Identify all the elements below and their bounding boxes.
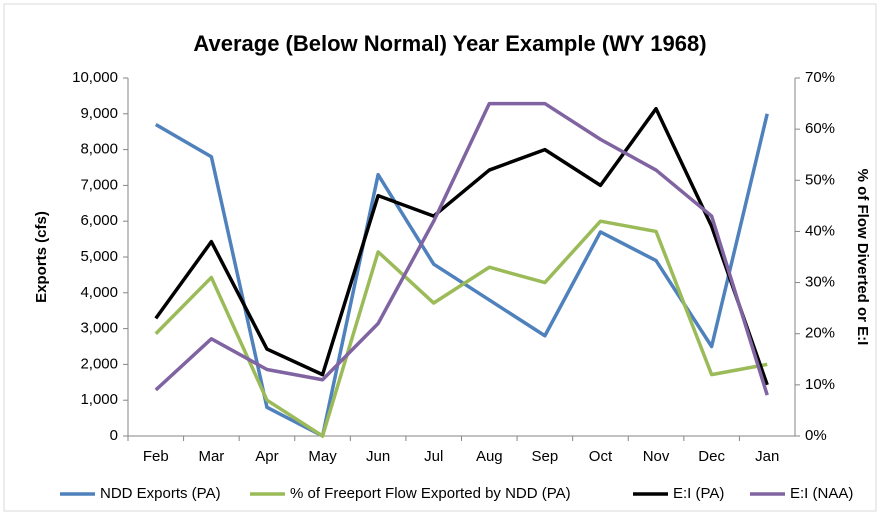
y2-tick-label: 50% [805, 171, 835, 188]
x-tick-label: May [308, 448, 337, 465]
x-tick-label: Jul [424, 448, 443, 465]
x-tick-label: Nov [643, 448, 670, 465]
x-tick-label: Feb [143, 448, 169, 465]
y2-tick-label: 10% [805, 376, 835, 393]
y-tick-label: 2,000 [80, 355, 118, 372]
y-tick-label: 4,000 [80, 284, 118, 301]
y-tick-label: 7,000 [80, 176, 118, 193]
series-line [154, 106, 769, 386]
legend-label: NDD Exports (PA) [100, 485, 221, 502]
x-tick-label: Aug [476, 448, 503, 465]
chart-title: Average (Below Normal) Year Example (WY … [193, 31, 706, 56]
x-tick-label: Sep [532, 448, 559, 465]
y-tick-label: 1,000 [80, 391, 118, 408]
y2-tick-label: 20% [805, 325, 835, 342]
series-line [154, 219, 768, 438]
y-tick-label: 3,000 [80, 320, 118, 337]
legend-label: E:I (NAA) [790, 485, 853, 502]
y2-tick-label: 70% [805, 69, 835, 86]
y-axis-title: Exports (cfs) [33, 211, 50, 303]
y2-tick-label: 0% [805, 427, 827, 444]
y-tick-label: 8,000 [80, 141, 118, 158]
x-tick-label: Apr [255, 448, 278, 465]
y2-axis-title: % of Flow Diverted or E:I [854, 169, 871, 346]
x-tick-label: Dec [698, 448, 725, 465]
series-line [154, 101, 769, 396]
y-tick-label: 0 [110, 427, 118, 444]
y2-tick-label: 60% [805, 120, 835, 137]
chart-frame [3, 3, 877, 512]
x-tick-label: Mar [198, 448, 224, 465]
x-tick-label: Jun [366, 448, 390, 465]
y-tick-label: 10,000 [72, 69, 118, 86]
y-tick-label: 5,000 [80, 248, 118, 265]
legend-label: E:I (PA) [673, 485, 724, 502]
y2-tick-label: 30% [805, 274, 835, 291]
x-tick-label: Oct [589, 448, 613, 465]
y2-tick-label: 40% [805, 222, 835, 239]
y-tick-label: 9,000 [80, 105, 118, 122]
x-tick-label: Jan [755, 448, 779, 465]
legend-label: % of Freeport Flow Exported by NDD (PA) [290, 485, 571, 502]
y-tick-label: 6,000 [80, 212, 118, 229]
